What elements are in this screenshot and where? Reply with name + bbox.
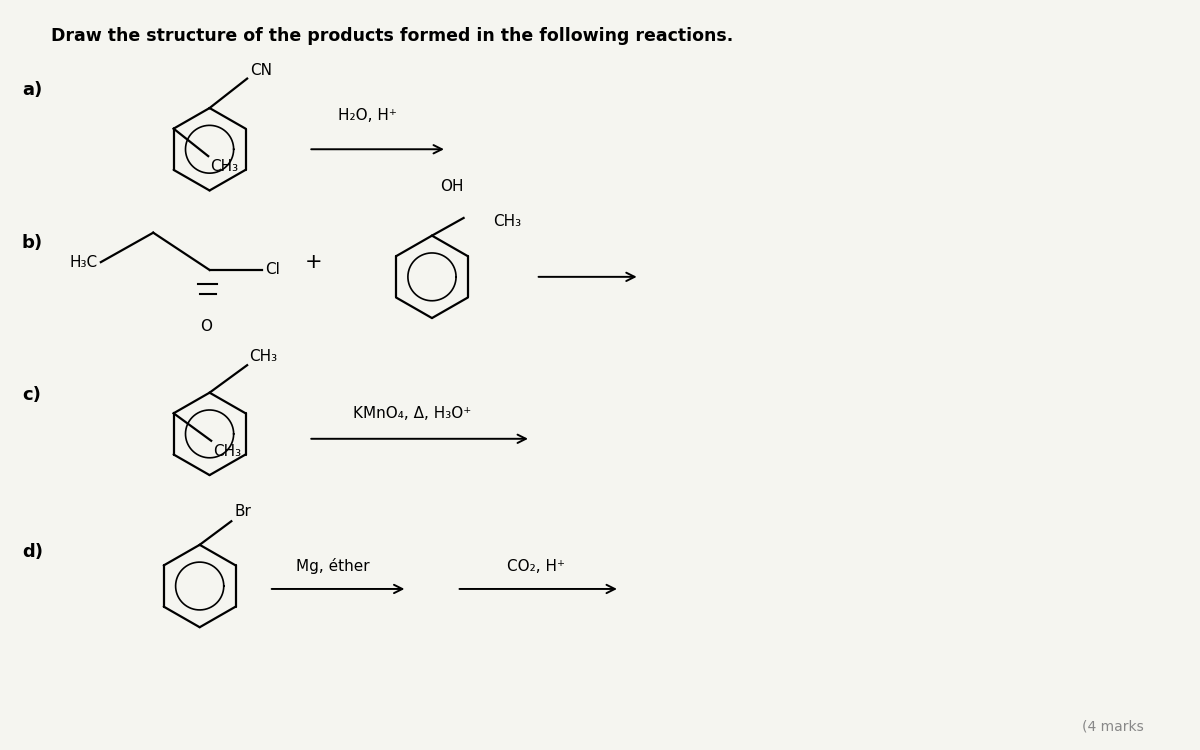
Text: a): a) (22, 81, 42, 99)
Text: b): b) (22, 233, 43, 251)
Text: +: + (305, 252, 322, 272)
Text: Br: Br (234, 504, 251, 519)
Text: H₂O, H⁺: H₂O, H⁺ (338, 108, 397, 123)
Text: Draw the structure of the products formed in the following reactions.: Draw the structure of the products forme… (52, 26, 733, 44)
Text: CO₂, H⁺: CO₂, H⁺ (506, 560, 565, 574)
Text: O: O (200, 319, 212, 334)
Text: c): c) (22, 386, 41, 404)
Text: KMnO₄, Δ, H₃O⁺: KMnO₄, Δ, H₃O⁺ (353, 406, 472, 422)
Text: Mg, éther: Mg, éther (296, 558, 370, 574)
Text: Cl: Cl (265, 262, 280, 278)
Text: CN: CN (250, 62, 272, 77)
Text: (4 marks: (4 marks (1082, 719, 1144, 734)
Text: d): d) (22, 543, 43, 561)
Text: H₃C: H₃C (70, 255, 98, 270)
Text: CH₃: CH₃ (250, 350, 277, 364)
Text: OH: OH (440, 179, 463, 194)
Text: CH₃: CH₃ (210, 159, 239, 174)
Text: CH₃: CH₃ (493, 214, 521, 230)
Text: CH₃: CH₃ (214, 444, 241, 459)
